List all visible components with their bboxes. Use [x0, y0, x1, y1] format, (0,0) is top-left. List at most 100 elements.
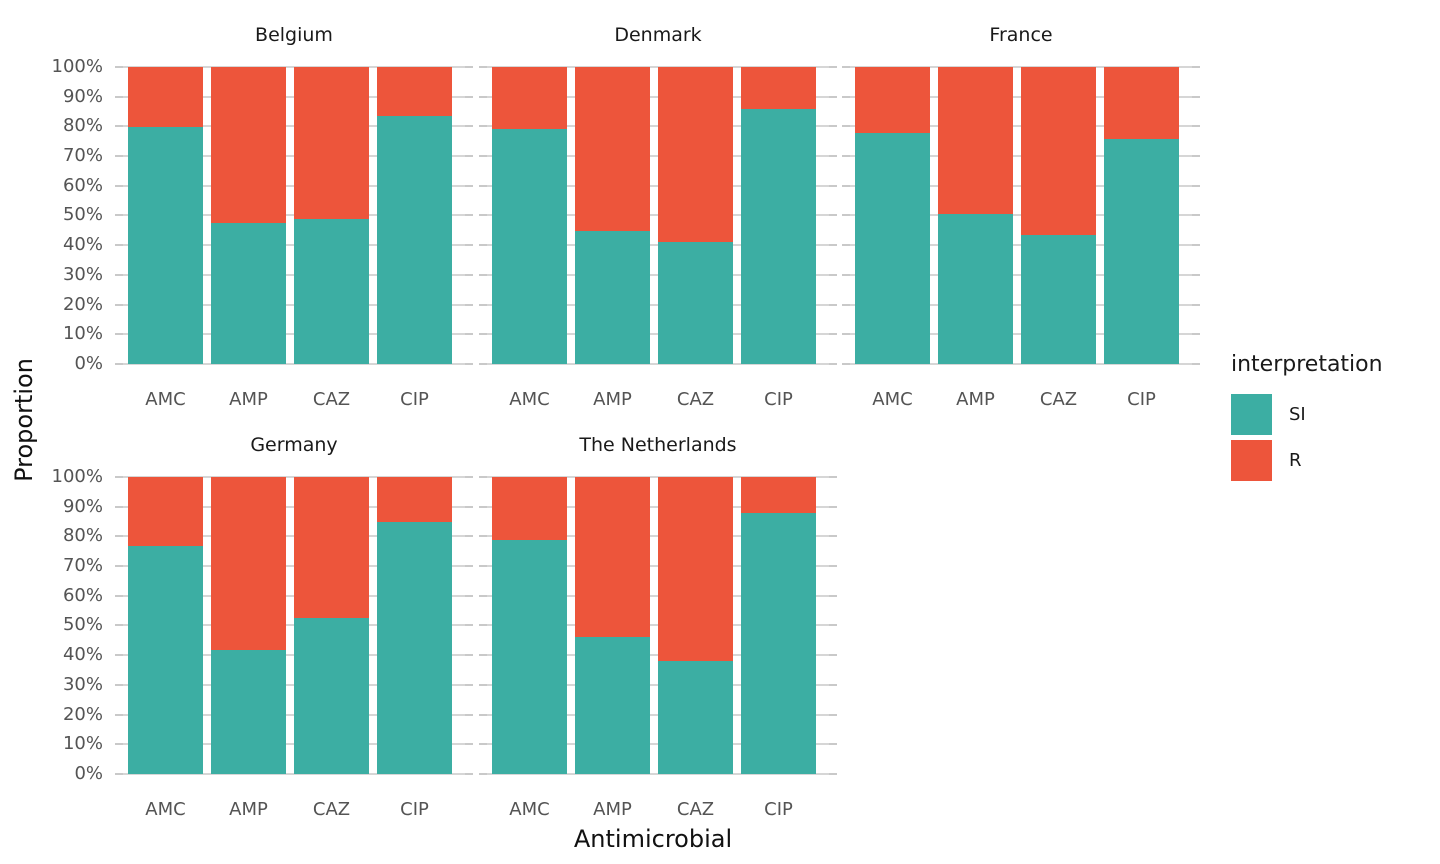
y-tick-label: 30%: [62, 674, 103, 695]
facet-panel-france: France AMC AMP CAZ CIP: [842, 24, 1200, 410]
tick-mark: [829, 624, 837, 626]
legend-items: SI R: [1231, 394, 1383, 481]
gridline: [123, 363, 465, 365]
x-tick-label: CAZ: [676, 799, 715, 820]
x-tick-label: AMP: [956, 389, 995, 410]
tick-mark: [115, 624, 123, 626]
bar-amc: [128, 67, 203, 364]
y-tick-label: 20%: [62, 704, 103, 725]
tick-mark: [1192, 304, 1200, 306]
tick-mark: [465, 773, 473, 775]
tick-mark: [465, 66, 473, 68]
tick-mark: [479, 185, 487, 187]
x-tick-label: AMP: [229, 799, 268, 820]
y-tick-label: 90%: [62, 496, 103, 517]
bar-caz: [294, 67, 369, 364]
facet-title: France: [989, 24, 1053, 46]
legend-title: interpretation: [1231, 352, 1383, 377]
facet-panel-denmark: Denmark AMC AMP CAZ CIP: [479, 24, 837, 410]
bar-amc: [128, 477, 203, 774]
tick-mark: [465, 125, 473, 127]
bar-segment-r: [377, 477, 452, 523]
bar-caz: [658, 477, 733, 774]
tick-mark: [465, 624, 473, 626]
y-tick-label: 80%: [62, 115, 103, 136]
legend-label: SI: [1289, 404, 1306, 425]
tick-mark: [465, 595, 473, 597]
y-tick-label: 60%: [62, 585, 103, 606]
bar-segment-si: [658, 660, 733, 774]
y-tick-label: 100%: [51, 466, 103, 487]
x-tick-label: CAZ: [312, 799, 351, 820]
bar-segment-si: [1104, 139, 1179, 364]
tick-mark: [1192, 363, 1200, 365]
bar-segment-si: [855, 132, 930, 364]
tick-mark: [115, 214, 123, 216]
tick-mark: [829, 333, 837, 335]
tick-mark: [479, 624, 487, 626]
tick-mark: [115, 506, 123, 508]
y-tick-label: 40%: [62, 644, 103, 665]
tick-mark: [465, 476, 473, 478]
tick-mark: [115, 185, 123, 187]
tick-mark: [479, 714, 487, 716]
y-tick-label: 20%: [62, 294, 103, 315]
facet-panel-the-netherlands: The Netherlands AMC AMP CAZ CIP: [479, 434, 837, 820]
tick-mark: [829, 535, 837, 537]
tick-mark: [465, 96, 473, 98]
tick-mark: [479, 125, 487, 127]
tick-mark: [479, 66, 487, 68]
bar-amp: [938, 67, 1013, 364]
y-tick-label: 70%: [62, 555, 103, 576]
tick-mark: [465, 185, 473, 187]
bar-segment-r: [211, 477, 286, 651]
tick-mark: [829, 125, 837, 127]
bar-caz: [1021, 67, 1096, 364]
tick-mark: [465, 155, 473, 157]
tick-mark: [842, 155, 850, 157]
bar-segment-si: [1021, 235, 1096, 364]
bar-segment-r: [575, 477, 650, 638]
tick-mark: [479, 333, 487, 335]
x-axis-title: Antimicrobial: [573, 825, 733, 853]
facet-title: Germany: [250, 434, 338, 456]
tick-mark: [829, 743, 837, 745]
tick-mark: [829, 684, 837, 686]
x-tick-label: AMC: [145, 389, 186, 410]
bar-segment-r: [658, 477, 733, 661]
tick-mark: [115, 244, 123, 246]
bar-segment-si: [492, 540, 567, 774]
bar-segment-si: [377, 116, 452, 364]
tick-mark: [479, 535, 487, 537]
bar-amp: [211, 477, 286, 774]
tick-mark: [1192, 155, 1200, 157]
x-tick-label: AMC: [145, 799, 186, 820]
bar-segment-si: [211, 222, 286, 364]
tick-mark: [829, 714, 837, 716]
tick-mark: [115, 773, 123, 775]
bar-segment-r: [855, 67, 930, 133]
tick-mark: [115, 535, 123, 537]
tick-mark: [1192, 274, 1200, 276]
y-tick-label: 0%: [74, 763, 103, 784]
tick-mark: [115, 333, 123, 335]
bar-segment-r: [294, 477, 369, 619]
tick-mark: [479, 96, 487, 98]
tick-mark: [842, 244, 850, 246]
bar-amc: [492, 477, 567, 774]
y-tick-label: 80%: [62, 525, 103, 546]
bar-cip: [1104, 67, 1179, 364]
bar-segment-r: [128, 67, 203, 127]
bar-cip: [741, 67, 816, 364]
tick-mark: [465, 333, 473, 335]
tick-mark: [1192, 244, 1200, 246]
bar-segment-r: [377, 67, 452, 117]
tick-mark: [479, 304, 487, 306]
tick-mark: [829, 214, 837, 216]
legend-swatch-r: [1231, 440, 1272, 481]
tick-mark: [479, 743, 487, 745]
x-tick-label: CAZ: [676, 389, 715, 410]
tick-mark: [479, 565, 487, 567]
tick-mark: [115, 66, 123, 68]
tick-mark: [842, 185, 850, 187]
